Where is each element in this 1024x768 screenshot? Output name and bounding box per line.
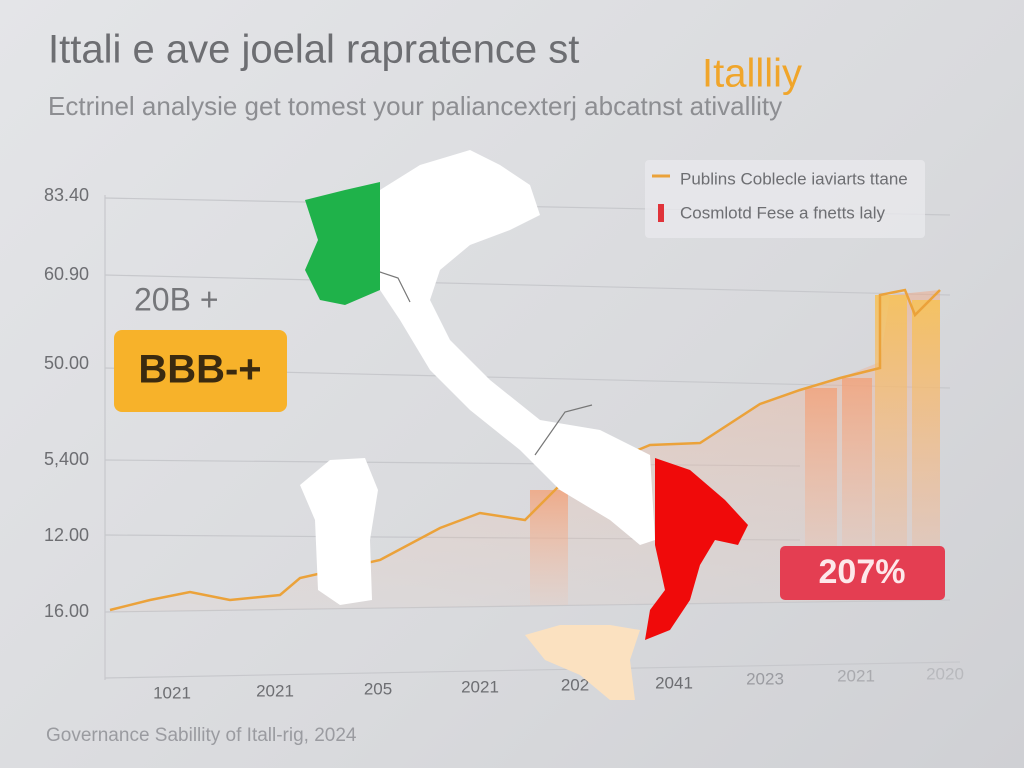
map-sardinia	[300, 458, 378, 605]
legend: Publins Coblecle iaviarts ttane Cosmlotd…	[645, 160, 925, 238]
percent-badge	[780, 546, 945, 600]
x-label: 205	[364, 679, 392, 698]
map-sicily	[525, 625, 640, 700]
percent-text: 207%	[819, 553, 906, 591]
x-label: 1021	[153, 683, 191, 702]
x-label: 2021	[837, 666, 875, 685]
x-label: 2023	[746, 669, 784, 688]
y-label: 83.40	[44, 185, 89, 205]
callout-small: 20B +	[134, 281, 219, 317]
grid-line	[104, 274, 951, 296]
title-highlight: Itallliy	[702, 52, 802, 96]
italy-map	[300, 150, 748, 700]
y-label: 50.00	[44, 353, 89, 373]
bar-shape	[842, 378, 872, 578]
x-label: 2021	[256, 681, 294, 700]
x-axis	[104, 661, 961, 679]
y-label: 60.90	[44, 264, 89, 284]
bar-shape	[530, 490, 568, 605]
map-body	[380, 150, 655, 545]
y-labels: 83.40 60.90 50.00 5,400 12.00 16.00	[44, 185, 89, 621]
x-label: 2020	[926, 664, 964, 683]
y-label: 16.00	[44, 601, 89, 621]
map-border	[534, 404, 593, 456]
rating-badge	[114, 330, 287, 412]
rating-text: BBB-+	[138, 348, 261, 392]
map-north	[305, 182, 380, 305]
x-labels: 1021 2021 205 2021 202 2041 2023 2021 20…	[153, 664, 964, 702]
bar-shape	[912, 300, 940, 565]
y-label: 5,400	[44, 449, 89, 469]
footer: Governance Sabillity of Itall-rig, 2024	[46, 725, 357, 746]
map-south	[645, 458, 748, 640]
y-label: 12.00	[44, 525, 89, 545]
legend-label: Cosmlotd Fese a fnetts laly	[680, 203, 886, 222]
legend-box	[645, 160, 925, 238]
map-border	[379, 271, 411, 303]
x-label: 2041	[655, 673, 693, 692]
legend-swatch	[658, 204, 664, 222]
x-label: 202	[561, 675, 589, 694]
legend-label: Publins Coblecle iaviarts ttane	[680, 169, 908, 188]
title: Ittali e ave joelal rapratence st	[48, 28, 579, 72]
x-label: 2021	[461, 677, 499, 696]
subtitle: Ectrinel analysie get tomest your palian…	[48, 91, 782, 121]
